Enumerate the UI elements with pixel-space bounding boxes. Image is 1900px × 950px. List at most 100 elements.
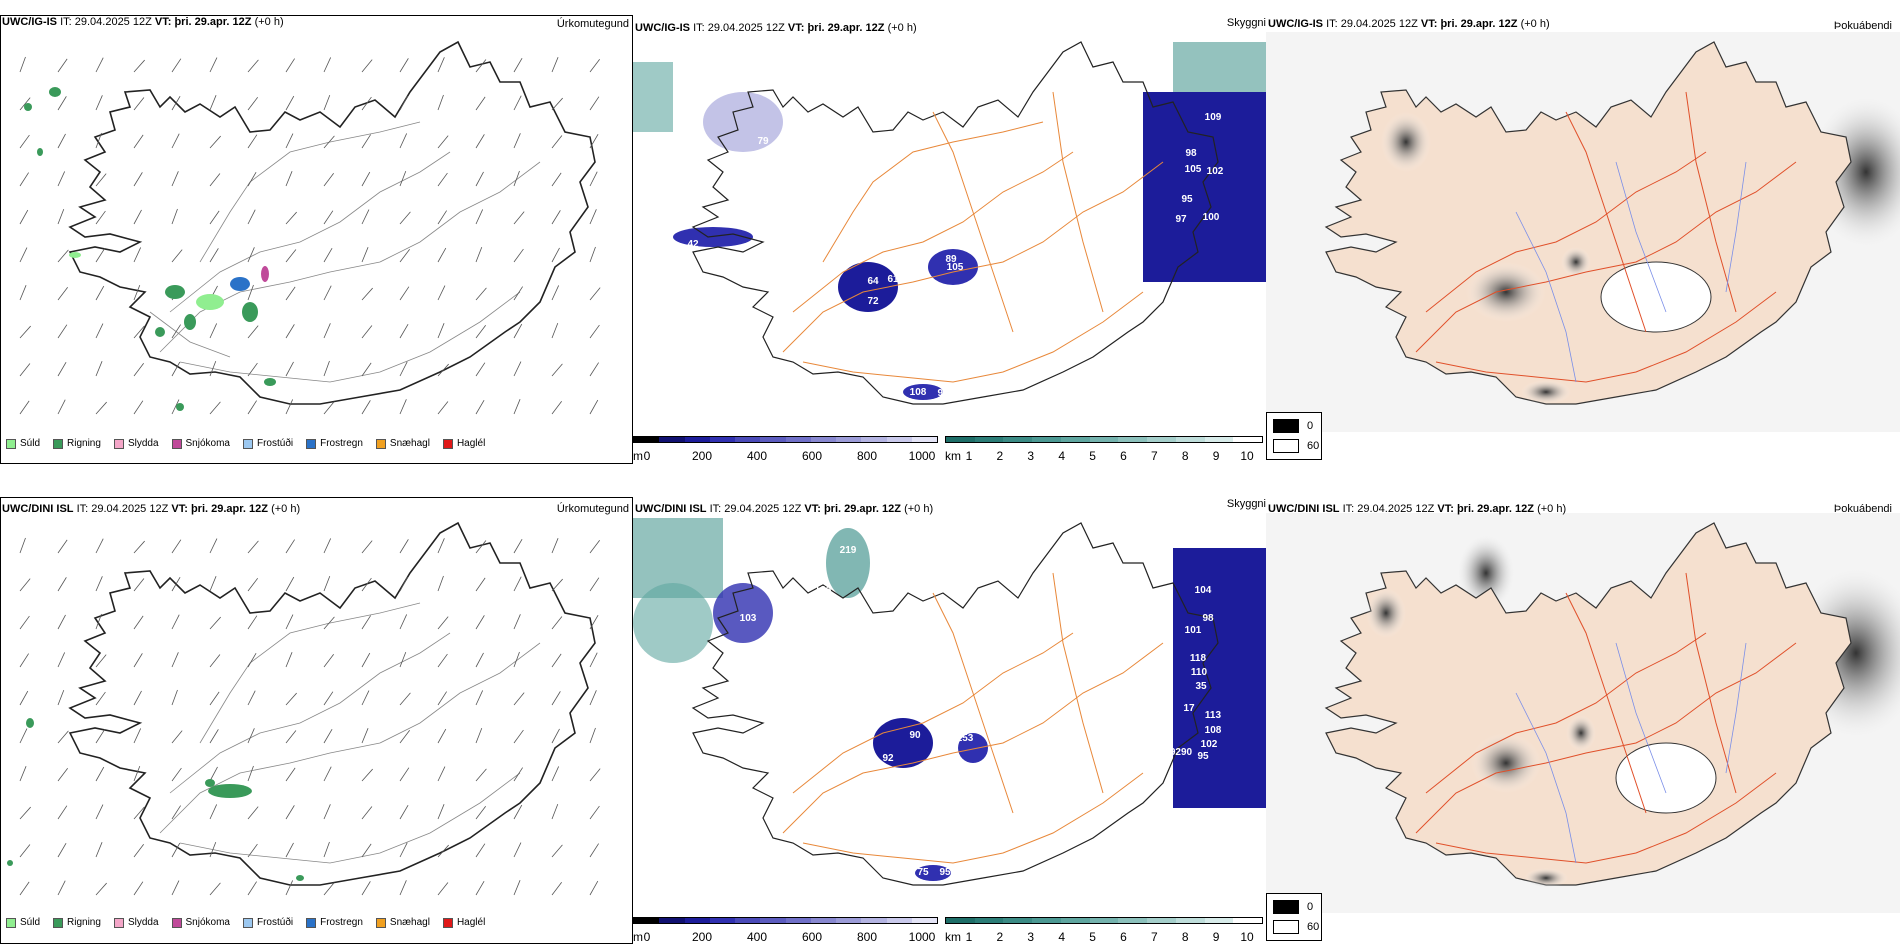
wind-barb [57,805,68,820]
cloud-base-value: 75 [917,867,929,878]
legend-label: Snjókoma [185,917,230,928]
roads-layer [1415,572,1797,864]
legend-label: Frostregn [320,917,363,928]
wind-barb [589,540,601,554]
colorbar-tick: 8 [1181,449,1189,463]
legend-item: Súld [6,438,40,449]
wind-barb [437,538,445,554]
colorbar-cell [861,918,887,923]
wind-barb [399,323,409,339]
wind-barb [171,730,183,744]
wind-barb [513,286,523,301]
wind-barb [361,247,369,263]
wind-barb [475,171,484,187]
wind-barb [399,614,408,630]
wind-barb [209,654,221,668]
wind-barb [285,652,293,668]
wind-barb [551,97,563,111]
wind-barb [19,653,29,668]
legend-item: Frostregn [306,438,363,449]
wind-barb [209,616,221,630]
precip-legend: Súld Rigning Slydda Snjókoma Frostúði Frostre… [6,917,494,928]
wind-barb [399,58,409,73]
wind-barb [95,538,104,554]
wind-barb [171,767,182,782]
cloud-base-value: 105 [947,262,964,273]
cloud-base-value: 109 [1205,112,1222,123]
wind-barb [133,765,141,782]
colorbar-cell [709,437,735,442]
wind-barb [285,805,295,820]
colorbar-cell [1147,918,1176,923]
wind-barb [475,727,483,744]
wind-barb [361,806,373,820]
wind-barb [589,768,601,782]
wind-barb [57,361,67,377]
legend-label: Snjókoma [185,438,230,449]
wind-barb [57,577,67,592]
cloud-base-value: 98 [1185,148,1197,159]
wind-barb [57,614,66,630]
wind-barb [323,360,330,377]
wind-barb [285,361,294,377]
map-frame [0,497,633,944]
legend-swatch [375,438,386,449]
fog-legend-row: 0 [1273,900,1313,914]
wind-barb [133,690,142,706]
wind-barb [171,805,181,820]
legend-swatch [6,917,16,928]
cloud-base-value: 219 [840,545,857,556]
cloud-base-value: 101 [1185,625,1202,636]
colorbar-tick: 200 [691,930,713,944]
colorbar-cell [886,918,912,923]
wind-barb [513,576,522,592]
wind-barb [437,844,449,858]
wind-barb [589,690,597,706]
wind-barb [285,539,295,554]
wind-barb [19,134,30,149]
colorbar-tick: 1000 [908,930,936,944]
legend-swatch [375,917,386,928]
colorbar-tick: 400 [746,449,768,463]
wind-barb [95,95,103,111]
wind-barb [513,95,522,111]
roads-layer [1415,91,1797,383]
legend-item: Snjókoma [171,438,230,449]
wind-barb [475,399,485,415]
wind-barb [551,57,559,73]
wind-barb [247,59,259,73]
colorbar-tick: 4 [1058,449,1065,463]
colorbar-tick: 10 [1240,930,1254,944]
colorbar-tick: 1 [965,930,973,944]
wind-barb [513,170,520,187]
fog-panel-1: UWC/IG-IS IT: 29.04.2025 12Z VT: þri. 29… [1266,12,1900,464]
wind-barb [361,209,370,225]
colorbar-cell [974,918,1004,923]
wind-barb [513,361,522,377]
wind-barb [95,132,102,149]
legend-label: Súld [20,438,41,449]
wind-barb [589,880,599,896]
wind-barb [171,95,181,111]
wind-barb [19,247,28,263]
legend-item: Snæhagl [375,917,430,928]
wind-barb [475,246,483,263]
wind-barb [399,361,408,377]
wind-barb [285,211,297,225]
colorbar-tick: 7 [1150,930,1158,944]
wind-barb [437,135,449,149]
wind-barb [133,615,144,630]
precip-legend: Súld Rigning Slydda Snjókoma Frostúði Frostre… [6,438,494,449]
cloud-base-value: 100 [1203,212,1220,223]
colorbar-cell [911,437,937,442]
wind-barb [399,730,411,744]
colorbar-cell [1060,437,1090,442]
wind-barb [361,96,372,111]
wind-barb [209,57,218,73]
wind-barb [247,652,257,668]
cloud-title: Skyggni [1226,17,1266,29]
colorbar-tick: 200 [691,449,713,463]
wind-barb [171,652,179,668]
wind-barb [285,880,294,896]
